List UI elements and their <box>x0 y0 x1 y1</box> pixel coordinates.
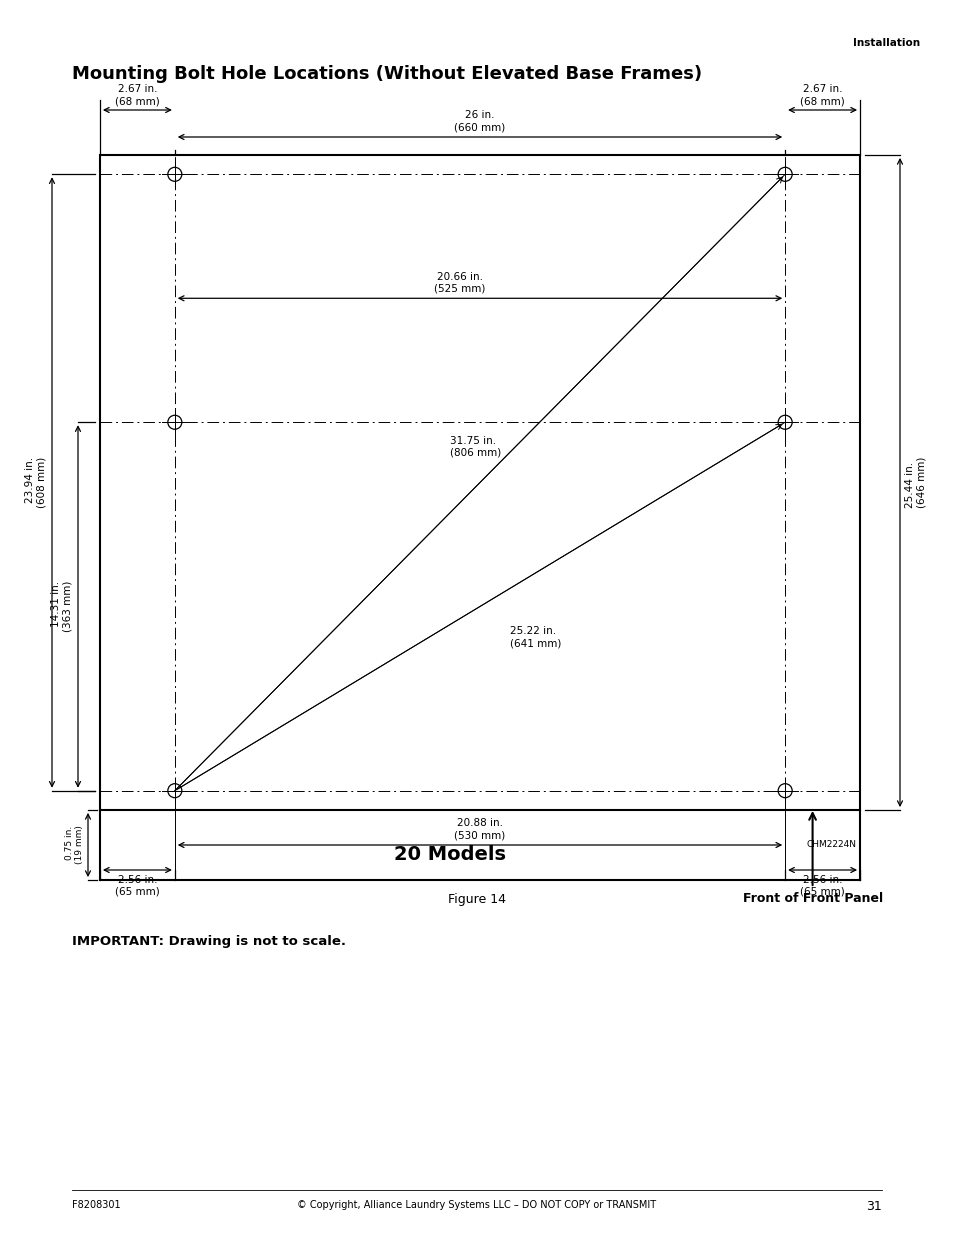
Text: 23.94 in.
(608 mm): 23.94 in. (608 mm) <box>26 457 47 508</box>
Text: 31.75 in.
(806 mm): 31.75 in. (806 mm) <box>450 436 500 457</box>
Text: Installation: Installation <box>852 38 919 48</box>
Text: 2.56 in.
(65 mm): 2.56 in. (65 mm) <box>800 876 844 897</box>
Text: IMPORTANT: Drawing is not to scale.: IMPORTANT: Drawing is not to scale. <box>71 935 346 948</box>
Text: 31: 31 <box>865 1200 882 1213</box>
Text: 25.22 in.
(641 mm): 25.22 in. (641 mm) <box>510 626 560 648</box>
Bar <box>100 156 859 810</box>
Text: F8208301: F8208301 <box>71 1200 120 1210</box>
Text: 20.66 in.
(525 mm): 20.66 in. (525 mm) <box>434 272 485 293</box>
Text: 2.56 in.
(65 mm): 2.56 in. (65 mm) <box>115 876 159 897</box>
Text: CHM2224N: CHM2224N <box>806 840 856 848</box>
Text: 26 in.
(660 mm): 26 in. (660 mm) <box>454 110 505 132</box>
Text: 0.75 in.
(19 mm): 0.75 in. (19 mm) <box>65 825 84 864</box>
Text: Figure 14: Figure 14 <box>448 893 505 906</box>
Text: 20 Models: 20 Models <box>394 846 505 864</box>
Text: © Copyright, Alliance Laundry Systems LLC – DO NOT COPY or TRANSMIT: © Copyright, Alliance Laundry Systems LL… <box>297 1200 656 1210</box>
Text: 14.31 in.
(363 mm): 14.31 in. (363 mm) <box>51 580 73 632</box>
Text: 25.44 in.
(646 mm): 25.44 in. (646 mm) <box>904 457 925 508</box>
Text: 2.67 in.
(68 mm): 2.67 in. (68 mm) <box>800 84 844 106</box>
Text: Mounting Bolt Hole Locations (Without Elevated Base Frames): Mounting Bolt Hole Locations (Without El… <box>71 65 701 83</box>
Text: 20.88 in.
(530 mm): 20.88 in. (530 mm) <box>454 819 505 840</box>
Text: 2.67 in.
(68 mm): 2.67 in. (68 mm) <box>115 84 159 106</box>
Text: Front of Front Panel: Front of Front Panel <box>741 892 882 905</box>
